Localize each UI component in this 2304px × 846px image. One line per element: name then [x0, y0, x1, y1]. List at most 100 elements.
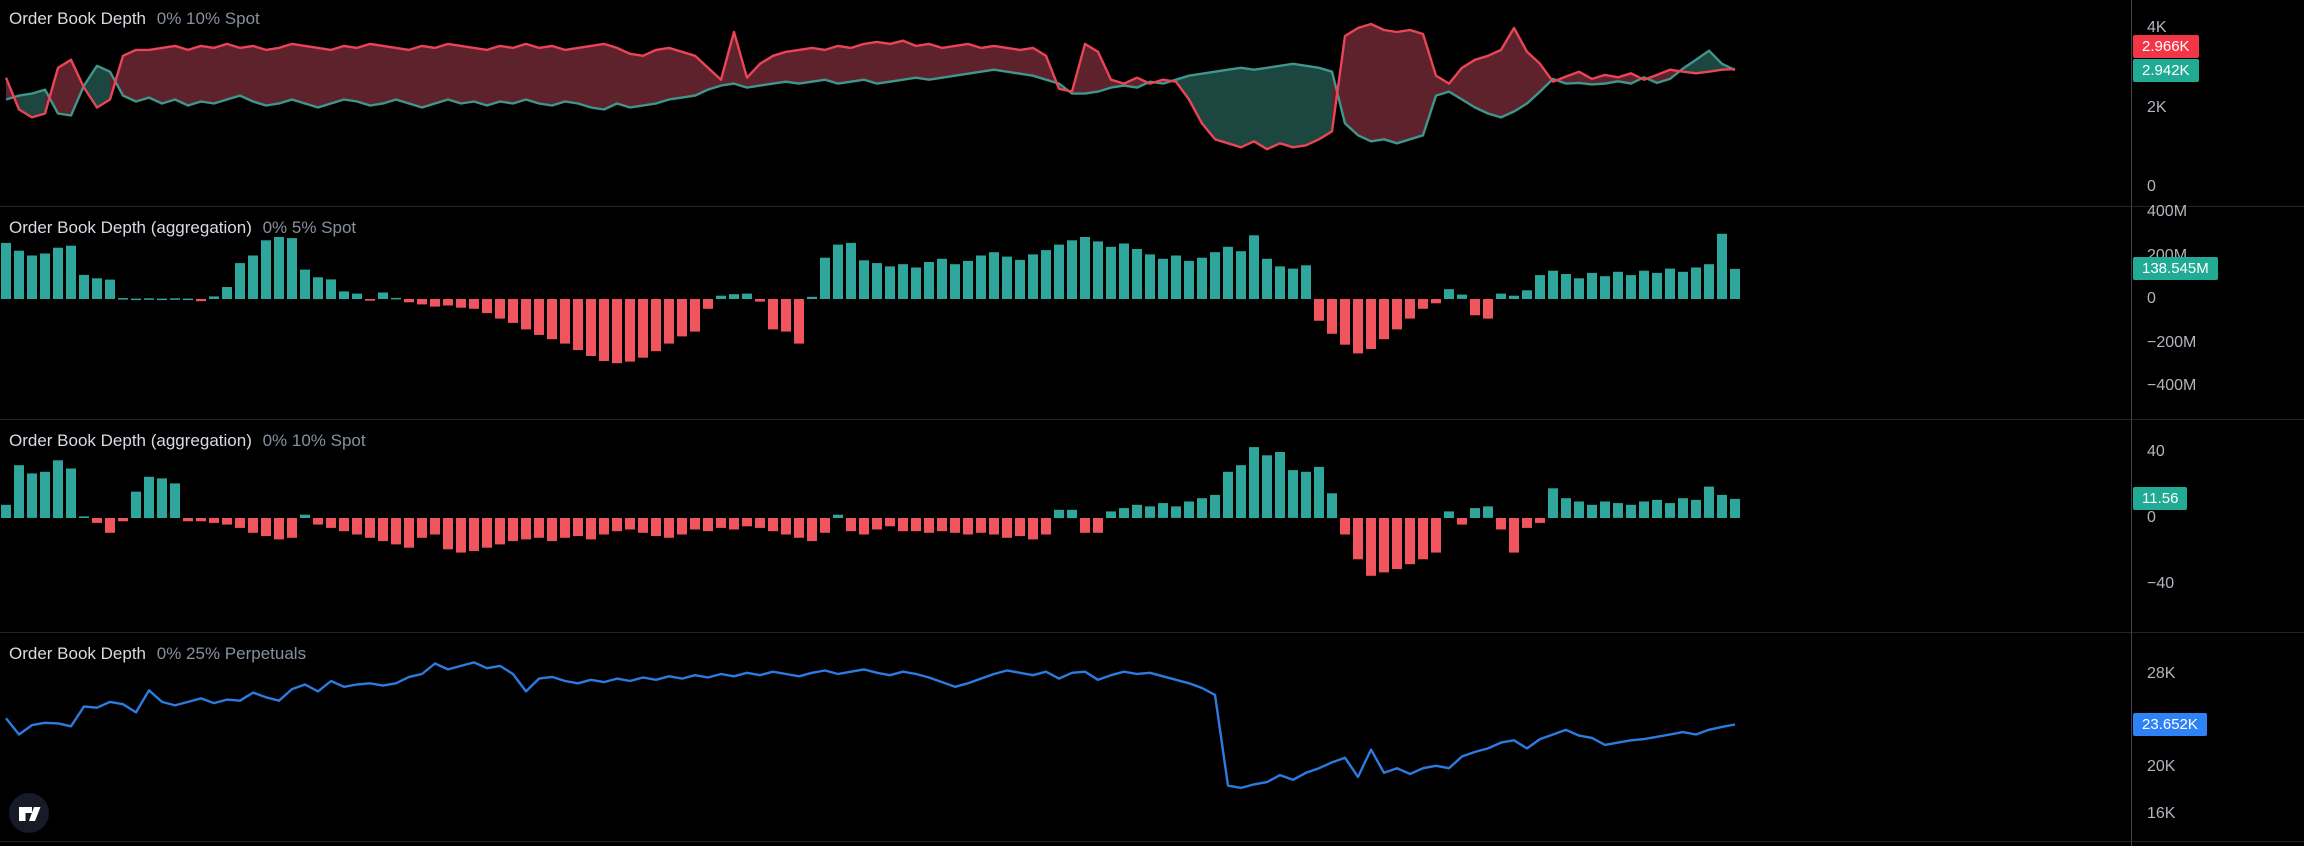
depth-bar-down: [612, 518, 622, 532]
depth-bar-down: [365, 299, 375, 301]
depth-bar-up: [1275, 452, 1285, 518]
price-badge: 23.652K: [2133, 713, 2207, 737]
depth-bar-up: [1730, 498, 1740, 518]
depth-bar-up: [1691, 267, 1701, 299]
depth-bar-down: [352, 518, 362, 535]
depth-bar-down: [1418, 518, 1428, 560]
depth-bar-down: [573, 299, 583, 351]
depth-bar-up: [209, 296, 219, 299]
depth-bar-down: [1379, 518, 1389, 573]
depth-bar-up: [235, 263, 245, 299]
depth-bar-down: [417, 518, 427, 538]
depth-bar-up: [833, 514, 843, 518]
depth-bar-up: [248, 255, 258, 299]
ask-depth-area: [6, 24, 1683, 144]
depth-bar-down: [1431, 518, 1441, 553]
depth-bar-up: [1288, 268, 1298, 299]
depth-bar-up: [885, 266, 895, 299]
depth-bar-up: [131, 491, 141, 518]
pane-separator[interactable]: [0, 206, 2304, 207]
depth-bar-up: [1509, 295, 1519, 299]
depth-bar-down: [1340, 299, 1350, 345]
depth-bar-down: [989, 518, 999, 535]
depth-bar-down: [443, 299, 453, 306]
depth-bar-up: [1457, 294, 1467, 299]
depth-bar-up: [1314, 466, 1324, 518]
depth-bar-up: [1028, 254, 1038, 299]
depth-bar-up: [1132, 249, 1142, 299]
depth-bar-up: [1717, 233, 1727, 300]
depth-bar-up: [1197, 498, 1207, 518]
tradingview-logo-icon[interactable]: [8, 792, 50, 834]
depth-bar-down: [209, 518, 219, 523]
depth-bar-down: [586, 299, 596, 356]
depth-bar-down: [729, 518, 739, 530]
depth-bar-up: [1210, 494, 1220, 518]
depth-bar-up: [911, 267, 921, 299]
depth-bar-down: [521, 299, 531, 330]
depth-bar-down: [690, 518, 700, 530]
depth-bar-up: [1678, 271, 1688, 299]
perp-depth-line: [5, 661, 1736, 790]
depth-bar-down: [651, 299, 661, 352]
depth-bar-up: [898, 264, 908, 299]
depth-bar-up: [40, 471, 50, 518]
depth-bar-down: [1418, 299, 1428, 309]
depth-bar-down: [885, 518, 895, 527]
depth-bar-up: [261, 240, 271, 299]
depth-bar-up: [1119, 243, 1129, 299]
depth-bar-up: [274, 237, 284, 299]
depth-bar-up: [391, 297, 401, 300]
depth-bar-down: [521, 518, 531, 540]
depth-bar-down: [950, 518, 960, 533]
depth-bar-up: [1067, 509, 1077, 519]
depth-bar-up: [1223, 246, 1233, 299]
price-tick: 16K: [2147, 804, 2176, 822]
pane-separator[interactable]: [0, 419, 2304, 420]
depth-bar-up: [1613, 271, 1623, 299]
depth-bar-up: [1626, 504, 1636, 518]
indicator-title-agg-5-spot[interactable]: Order Book Depth (aggregation) 0% 5% Spo…: [9, 218, 356, 240]
depth-bar-down: [794, 299, 804, 344]
depth-bar-down: [1093, 518, 1103, 533]
bid-depth-area: [19, 50, 1735, 150]
depth-bar-up: [1704, 486, 1714, 518]
depth-bar-down: [807, 518, 817, 542]
price-tick: 28K: [2147, 665, 2176, 682]
depth-bar-up: [742, 293, 752, 299]
depth-bar-up: [287, 238, 297, 299]
depth-bar-down: [235, 518, 245, 528]
depth-bar-up: [53, 247, 63, 299]
depth-bar-down: [1080, 518, 1090, 533]
depth-bar-down: [1353, 518, 1363, 560]
depth-bar-down: [183, 518, 193, 522]
depth-bar-down: [430, 518, 440, 535]
bid-depth-line: [5, 49, 1736, 145]
pane-separator[interactable]: [0, 632, 2304, 633]
depth-bar-up: [1587, 504, 1597, 518]
indicator-title-depth-25-perp[interactable]: Order Book Depth 0% 25% Perpetuals: [9, 644, 306, 666]
indicator-title-agg-10-spot[interactable]: Order Book Depth (aggregation) 0% 10% Sp…: [9, 431, 366, 453]
depth-bar-up: [170, 483, 180, 518]
depth-bar-up: [924, 262, 934, 299]
depth-bar-down: [1405, 518, 1415, 565]
depth-bar-up: [1158, 258, 1168, 299]
depth-bar-up: [1613, 503, 1623, 518]
depth-bar-down: [859, 518, 869, 535]
price-scale[interactable]: 4K 2K 0 2.966K 2.942K 400M 200M 0 −200M −400M 138.…: [2132, 0, 2304, 846]
price-badge: 2.942K: [2133, 58, 2199, 82]
price-tick: 4K: [2147, 19, 2167, 36]
depth-bar-up: [1587, 272, 1597, 299]
depth-bar-up: [1639, 270, 1649, 299]
indicator-title-depth-10-spot[interactable]: Order Book Depth 0% 10% Spot: [9, 9, 260, 31]
depth-bar-down: [976, 518, 986, 533]
depth-bar-up: [300, 514, 310, 518]
depth-bar-up: [1301, 471, 1311, 518]
depth-bar-up: [1171, 506, 1181, 518]
depth-bar-down: [1496, 518, 1506, 530]
depth-bar-up: [1210, 252, 1220, 299]
depth-bar-down: [547, 518, 557, 542]
depth-bar-down: [612, 299, 622, 364]
depth-bar-down: [196, 299, 206, 302]
